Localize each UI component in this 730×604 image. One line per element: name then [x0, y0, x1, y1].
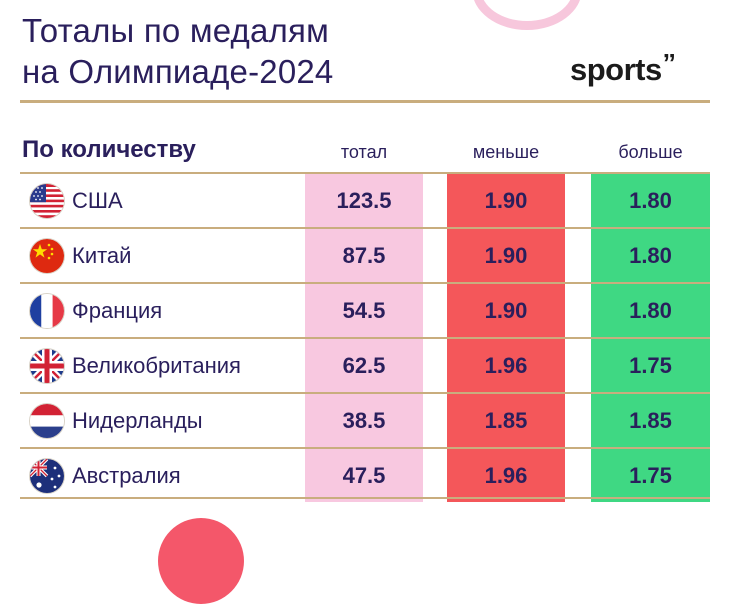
less-odds-cell: 1.96 [447, 449, 565, 502]
more-odds-cell: 1.80 [591, 174, 710, 227]
country-name: Австралия [72, 462, 181, 488]
sports-logo: sports’’ [570, 48, 676, 88]
total-cell: 62.5 [305, 339, 423, 392]
more-odds-cell: 1.80 [591, 229, 710, 282]
australia-flag-icon [30, 459, 64, 493]
total-cell: 54.5 [305, 284, 423, 337]
country-name: Великобритания [72, 352, 241, 378]
table-header: По количеству тотал меньше больше [0, 136, 730, 168]
total-cell: 123.5 [305, 174, 423, 227]
total-cell: 87.5 [305, 229, 423, 282]
less-odds-cell: 1.96 [447, 339, 565, 392]
logo-mark: ’’ [662, 48, 676, 78]
total-cell: 38.5 [305, 394, 423, 447]
column-header-more: больше [618, 142, 683, 162]
netherlands-flag-icon [30, 404, 64, 438]
more-odds-cell: 1.80 [591, 284, 710, 337]
more-odds-cell: 1.75 [591, 339, 710, 392]
decorative-ring [472, 0, 582, 30]
country-name: Китай [72, 242, 132, 268]
less-odds-cell: 1.90 [447, 229, 565, 282]
country-name: Франция [72, 297, 163, 323]
footer-divider [20, 497, 710, 499]
france-flag-icon [30, 294, 64, 328]
page-title-line-2: на Олимпиаде-2024 [22, 53, 334, 90]
usa-flag-icon [30, 184, 64, 218]
column-header-total: тотал [340, 142, 388, 162]
less-odds-cell: 1.85 [447, 394, 565, 447]
china-flag-icon [30, 239, 64, 273]
page-title: Тоталы по медалям на Олимпиаде-2024 [22, 10, 334, 92]
header-divider [20, 100, 710, 103]
table-row: 87.5 1.90 1.80 Китай [20, 229, 710, 284]
country-name: США [72, 187, 123, 213]
decorative-circle [158, 518, 244, 604]
logo-text: sports [570, 52, 662, 87]
less-odds-cell: 1.90 [447, 174, 565, 227]
less-odds-cell: 1.90 [447, 284, 565, 337]
table-row: 54.5 1.90 1.80 Франция [20, 284, 710, 339]
total-cell: 47.5 [305, 449, 423, 502]
uk-flag-icon [30, 349, 64, 383]
more-odds-cell: 1.75 [591, 449, 710, 502]
page-title-line-1: Тоталы по медалям [22, 12, 329, 49]
more-odds-cell: 1.85 [591, 394, 710, 447]
medal-totals-table: 123.5 1.90 1.80 США 87.5 1.90 [20, 172, 710, 502]
table-row: 47.5 1.96 1.75 [20, 449, 710, 502]
table-row: 62.5 1.96 1.75 Великобритания [20, 339, 710, 394]
table-row: 123.5 1.90 1.80 США [20, 174, 710, 229]
column-header-less: меньше [472, 142, 540, 162]
table-row: 38.5 1.85 1.85 Нидерланды [20, 394, 710, 449]
table-heading: По количеству [22, 136, 196, 163]
country-name: Нидерланды [72, 407, 203, 433]
